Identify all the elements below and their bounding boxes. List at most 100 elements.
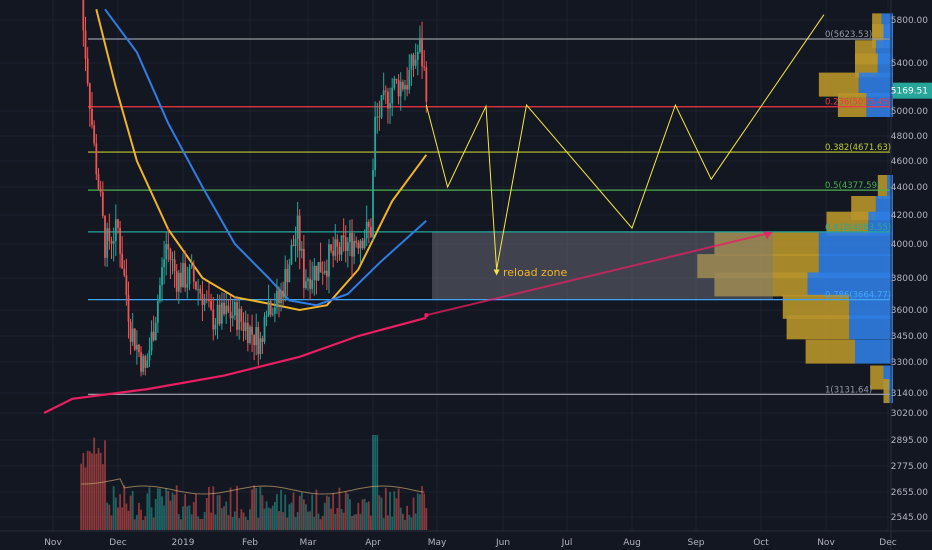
volume-profile-buy bbox=[714, 272, 808, 297]
volume-bar bbox=[421, 486, 423, 530]
candle-body bbox=[190, 265, 193, 268]
volume-bar bbox=[180, 519, 182, 530]
volume-bar bbox=[84, 467, 87, 530]
price-tick-label: 3020.00 bbox=[891, 409, 928, 419]
volume-bar bbox=[86, 450, 89, 530]
volume-bar bbox=[410, 517, 413, 530]
volume-bar bbox=[397, 488, 400, 530]
volume-profile-buy bbox=[877, 175, 888, 199]
volume-bar bbox=[163, 505, 166, 530]
volume-bar bbox=[406, 505, 409, 530]
candle-body bbox=[298, 215, 301, 251]
projection-arrowhead bbox=[493, 269, 500, 276]
price-tick-label: 2545.00 bbox=[891, 513, 928, 523]
price-tick-label: 3800.00 bbox=[891, 274, 928, 284]
volume-bar bbox=[286, 517, 289, 530]
candle-body bbox=[169, 249, 172, 260]
price-tick-label: 4800.00 bbox=[891, 132, 928, 142]
volume-bar bbox=[195, 494, 197, 530]
candle-body bbox=[323, 270, 326, 274]
candle-body bbox=[267, 301, 270, 316]
candle-body bbox=[414, 59, 417, 66]
price-tick-label: 3600.00 bbox=[891, 306, 928, 316]
fib-label: 0.5(4377.59) bbox=[825, 181, 880, 191]
volume-bar bbox=[144, 516, 147, 530]
price-tick-label: 3140.00 bbox=[891, 389, 928, 399]
candle-body bbox=[278, 290, 280, 304]
current-price-tag bbox=[893, 82, 932, 99]
volume-bar bbox=[282, 512, 285, 530]
candle-body bbox=[223, 302, 225, 315]
candle-body bbox=[384, 90, 387, 92]
volume-profile-sell bbox=[818, 232, 893, 256]
time-tick-label: May bbox=[428, 538, 447, 548]
volume-bar bbox=[346, 493, 349, 530]
volume-bar bbox=[161, 496, 163, 530]
volume-bar bbox=[290, 502, 293, 530]
volume-bar bbox=[99, 452, 102, 530]
candle-body bbox=[269, 301, 272, 315]
fib-label: 1(3131.64) bbox=[825, 385, 872, 395]
candle-body bbox=[374, 116, 377, 170]
volume-bar bbox=[88, 451, 91, 530]
volume-bar bbox=[334, 513, 337, 530]
volume-bar bbox=[119, 494, 121, 530]
candle-body bbox=[309, 278, 311, 289]
volume-profile-buy bbox=[870, 365, 884, 390]
fib-label: 0(5623.53) bbox=[825, 30, 872, 40]
volume-bar bbox=[142, 519, 145, 530]
candle-body bbox=[138, 344, 140, 353]
volume-bar bbox=[276, 494, 278, 530]
candle-body bbox=[106, 228, 109, 258]
candle-body bbox=[142, 356, 145, 372]
candle-body bbox=[401, 81, 404, 90]
candle-body bbox=[387, 91, 389, 109]
volume-bar bbox=[278, 511, 280, 530]
candle-body bbox=[292, 244, 295, 246]
price-tick-label: 4200.00 bbox=[891, 211, 928, 221]
candle-body bbox=[363, 238, 366, 249]
volume-bar bbox=[311, 494, 314, 530]
price-tick-label: 3450.00 bbox=[891, 332, 928, 342]
volume-bar bbox=[110, 515, 113, 530]
volume-profile-sell bbox=[849, 294, 893, 319]
volume-bar bbox=[378, 495, 381, 530]
volume-profile-buy bbox=[805, 339, 855, 364]
volume-bar bbox=[376, 435, 379, 530]
volume-bar bbox=[242, 512, 245, 530]
candle-body bbox=[276, 290, 278, 308]
candle-body bbox=[210, 300, 212, 310]
candle-body bbox=[372, 169, 374, 237]
candle-body bbox=[205, 298, 208, 300]
candle-body bbox=[212, 309, 215, 330]
candle-body bbox=[192, 265, 195, 282]
volume-bar bbox=[238, 518, 241, 530]
candle-body bbox=[197, 288, 200, 290]
volume-bar bbox=[353, 514, 356, 530]
candle-body bbox=[397, 79, 400, 97]
volume-bar bbox=[225, 501, 228, 530]
candle-body bbox=[242, 321, 245, 331]
volume-bar bbox=[384, 487, 387, 530]
volume-bar bbox=[135, 514, 138, 530]
price-tick-label: 4000.00 bbox=[891, 240, 928, 250]
candle-body bbox=[148, 350, 151, 361]
candle-body bbox=[351, 232, 353, 257]
volume-bar bbox=[246, 519, 249, 530]
candle-body bbox=[95, 143, 98, 175]
time-tick-label: Mar bbox=[300, 538, 317, 548]
volume-bar bbox=[127, 510, 130, 530]
volume-bar bbox=[315, 489, 318, 530]
candle-body bbox=[334, 239, 337, 256]
volume-bar bbox=[152, 517, 155, 530]
candle-body bbox=[108, 228, 111, 241]
time-tick-label: Apr bbox=[365, 538, 381, 548]
price-tick-label: 2775.00 bbox=[891, 462, 928, 472]
volume-bar bbox=[251, 489, 253, 530]
price-tick-label: 5400.00 bbox=[891, 59, 928, 69]
volume-bar bbox=[101, 464, 104, 530]
candle-body bbox=[355, 240, 358, 243]
candle-body bbox=[365, 222, 368, 239]
time-tick-label: Oct bbox=[753, 538, 769, 548]
